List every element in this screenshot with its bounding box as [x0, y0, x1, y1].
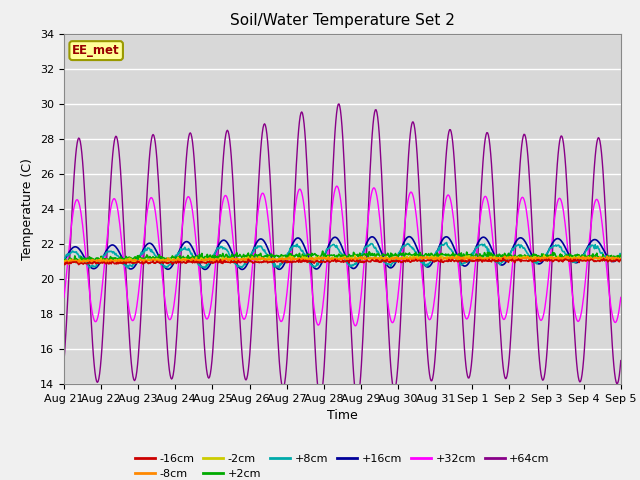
Y-axis label: Temperature (C): Temperature (C) — [22, 158, 35, 260]
Text: EE_met: EE_met — [72, 44, 120, 57]
Title: Soil/Water Temperature Set 2: Soil/Water Temperature Set 2 — [230, 13, 455, 28]
Legend: -16cm, -8cm, -2cm, +2cm, +8cm, +16cm, +32cm, +64cm: -16cm, -8cm, -2cm, +2cm, +8cm, +16cm, +3… — [131, 449, 554, 480]
X-axis label: Time: Time — [327, 409, 358, 422]
